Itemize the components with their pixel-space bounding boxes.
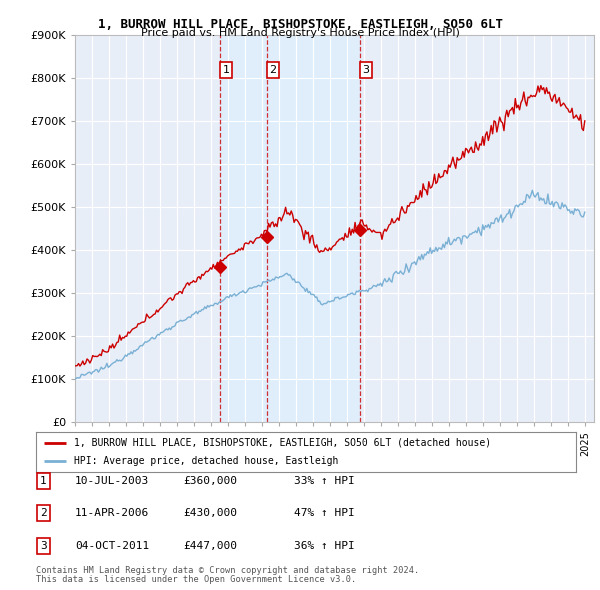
Text: Price paid vs. HM Land Registry's House Price Index (HPI): Price paid vs. HM Land Registry's House … [140, 28, 460, 38]
Text: 10-JUL-2003: 10-JUL-2003 [75, 476, 149, 486]
Text: 1: 1 [40, 476, 47, 486]
Text: 04-OCT-2011: 04-OCT-2011 [75, 541, 149, 550]
Text: 33% ↑ HPI: 33% ↑ HPI [294, 476, 355, 486]
Text: 1, BURROW HILL PLACE, BISHOPSTOKE, EASTLEIGH, SO50 6LT (detached house): 1, BURROW HILL PLACE, BISHOPSTOKE, EASTL… [74, 438, 491, 448]
Text: 36% ↑ HPI: 36% ↑ HPI [294, 541, 355, 550]
Text: HPI: Average price, detached house, Eastleigh: HPI: Average price, detached house, East… [74, 456, 338, 466]
Bar [220, 35, 360, 422]
Text: This data is licensed under the Open Government Licence v3.0.: This data is licensed under the Open Gov… [36, 575, 356, 584]
Text: £447,000: £447,000 [183, 541, 237, 550]
Text: 1: 1 [223, 65, 230, 75]
Text: 1, BURROW HILL PLACE, BISHOPSTOKE, EASTLEIGH, SO50 6LT: 1, BURROW HILL PLACE, BISHOPSTOKE, EASTL… [97, 18, 503, 31]
Text: 11-APR-2006: 11-APR-2006 [75, 509, 149, 518]
Text: £430,000: £430,000 [183, 509, 237, 518]
Text: 3: 3 [362, 65, 370, 75]
Text: 2: 2 [269, 65, 277, 75]
Text: 3: 3 [40, 541, 47, 550]
Text: Contains HM Land Registry data © Crown copyright and database right 2024.: Contains HM Land Registry data © Crown c… [36, 566, 419, 575]
Text: £360,000: £360,000 [183, 476, 237, 486]
Text: 47% ↑ HPI: 47% ↑ HPI [294, 509, 355, 518]
Text: 2: 2 [40, 509, 47, 518]
